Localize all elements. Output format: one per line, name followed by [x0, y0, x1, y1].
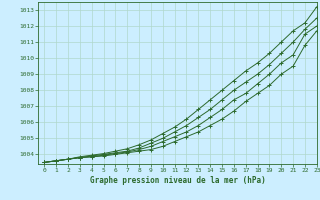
X-axis label: Graphe pression niveau de la mer (hPa): Graphe pression niveau de la mer (hPa) — [90, 176, 266, 185]
